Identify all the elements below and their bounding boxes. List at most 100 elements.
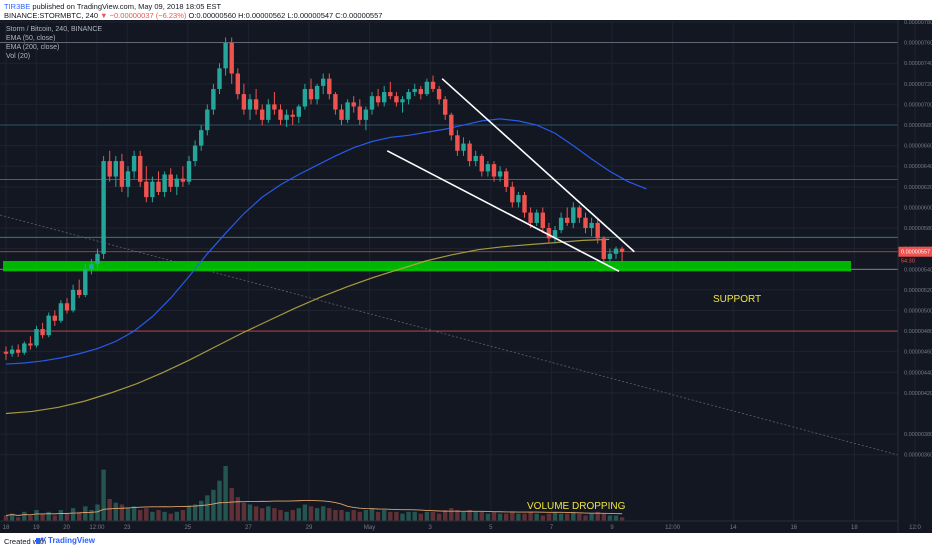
volume-bar [491,511,497,521]
tradingview-brand[interactable]: TradingView [48,536,95,545]
candle-body [150,181,155,198]
candle-body [113,161,118,177]
volume-bar [247,504,253,521]
volume-bar [558,513,564,521]
price-chart[interactable]: 0.00000780 0.00000760 0.00000740 0.00000720… [0,20,932,533]
volume-bar [174,511,179,521]
wedge-upper-trendline [441,78,635,253]
candle-body [308,88,314,100]
candle-body [613,248,619,254]
volume-bar [394,511,399,521]
candle-body [162,174,167,192]
candle-body [485,164,491,172]
time-tick-label: 9 [610,525,614,531]
candle-body [192,145,198,162]
candle-body [619,248,625,252]
candle-body [552,230,558,239]
ema200-line [5,238,610,415]
volume-bar [199,500,204,521]
volume-bar [339,510,344,521]
tradingview-logo-icon [36,537,46,544]
candle-body [412,88,417,93]
candle-body [9,349,15,354]
volume-bar [52,515,57,521]
support-annotation: SUPPORT [713,294,761,305]
candle-body [22,343,27,353]
candle-body [339,109,344,120]
volume-bar [119,504,125,521]
candle-body [333,94,338,110]
candle-body [449,114,454,136]
time-tick-label: 18 [3,525,10,531]
candle-body [583,217,588,229]
publication-header: TIR3BE published on TradingView.com, May… [0,0,932,20]
candle-body [321,78,326,86]
candle-body [607,253,613,259]
chart-background [0,20,932,533]
candle-body [522,195,527,213]
volume-bar [180,510,186,521]
price-tick-label: 0.00000520 [904,288,932,294]
volume-bar [443,510,448,521]
candle-body [253,99,259,110]
candle-body [125,171,131,187]
author-link[interactable]: TIR3BE [4,2,31,11]
candle-body [363,109,369,120]
volume-bar [369,508,375,521]
volume-bar [357,511,362,521]
volume-bar [131,506,137,521]
candle-body [70,289,76,311]
volume-bar [461,511,466,521]
volume-bar [333,510,338,521]
candle-body [83,269,88,296]
price-tick-label: 0.00000440 [904,370,932,376]
time-tick-label: 12:00 [665,525,681,531]
volume-bar [412,511,417,521]
volume-bar [327,508,332,521]
volume-bar [479,511,484,521]
volume-bar [253,506,259,521]
candle-body [345,102,350,120]
volume-ma-line [5,500,623,516]
candle-body [174,178,179,187]
volume-bar [583,515,588,521]
price-tick-label: 0.00000580 [904,226,932,232]
candle-body [357,106,362,120]
volume-bar [595,511,600,521]
volume-bar [363,510,369,521]
candle-body [418,88,423,95]
candle-body [260,109,265,120]
publication-line: TIR3BE published on TradingView.com, May… [4,2,221,11]
volume-bar [534,513,539,521]
time-tick-label: 18 [851,525,858,531]
price-tick-label: 0.00000780 [904,20,932,26]
volume-bar [485,513,491,521]
volume-bar [278,510,283,521]
price-tick-label: 0.00000540 [904,267,932,273]
last-price-label: 0.00000557 [901,250,930,256]
candle-body [491,164,497,177]
candle-body [382,92,387,103]
candle-body [290,114,295,117]
candle-body [101,161,106,254]
volume-bar [467,510,472,521]
volume-bar [125,508,131,521]
candle-body [168,174,173,187]
candle-body [351,102,356,107]
volume-bar [138,510,143,521]
legend-title: Storm / Bitcoin, 240, BINANCE [6,26,103,33]
candle-body [107,161,112,177]
candle-body [436,88,442,100]
candle-body [199,130,204,146]
time-tick-label: 12:0 [909,525,921,531]
candle-body [156,181,161,192]
price-tick-label: 0.00000480 [904,329,932,335]
candle-body [278,109,283,120]
candle-body [394,96,399,103]
volume-bar [101,469,106,521]
volume-bar [382,510,387,521]
candle-body [95,253,100,265]
volume-bar [449,508,454,521]
volume-bar [235,497,240,521]
candle-body [229,42,234,74]
